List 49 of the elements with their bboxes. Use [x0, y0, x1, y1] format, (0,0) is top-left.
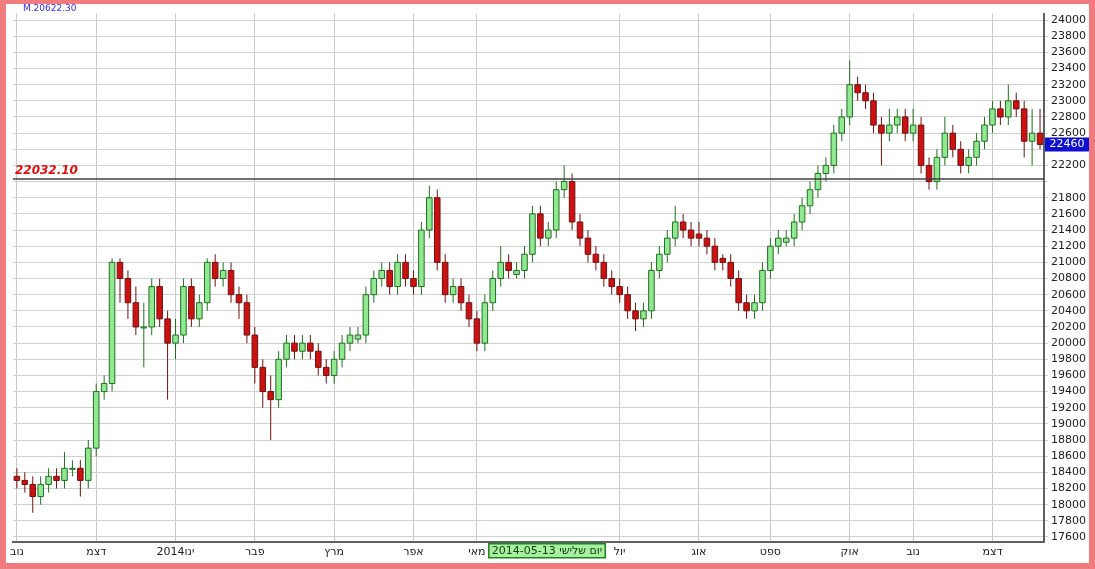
- x-tick-label: נוב: [10, 545, 24, 559]
- y-tick-label: 18800: [1051, 432, 1087, 446]
- y-tick-label: 20800: [1051, 271, 1087, 285]
- y-tick-label: 20200: [1051, 319, 1087, 333]
- y-tick-label: 17600: [1051, 529, 1087, 543]
- y-tick-label: 18400: [1051, 465, 1087, 479]
- x-tick-label: אפר: [403, 545, 424, 559]
- x-tick-label: אוג: [691, 545, 707, 559]
- x-tick-label: דצמ: [982, 545, 1003, 559]
- y-tick-label: 20000: [1051, 335, 1087, 349]
- y-tick-label: 21000: [1051, 255, 1087, 269]
- y-tick-label: 23000: [1051, 93, 1087, 107]
- y-tick-label: 21600: [1051, 206, 1087, 220]
- y-tick-label: 19200: [1051, 400, 1087, 414]
- x-tick-label: נוב: [906, 545, 921, 559]
- y-tick-label: 23800: [1051, 29, 1087, 43]
- y-tick-label: 17800: [1051, 513, 1087, 527]
- text: 2014-05-13 יום שלישי: [491, 543, 603, 557]
- x-tick-label: מרץ: [324, 545, 344, 559]
- y-tick-label: 19000: [1051, 416, 1087, 430]
- y-tick-label: 23600: [1051, 45, 1087, 59]
- y-tick-label: 21800: [1051, 190, 1087, 204]
- y-tick-label: 18600: [1051, 449, 1087, 463]
- y-tick-label: 24000: [1051, 12, 1087, 26]
- y-tick-label: 19400: [1051, 384, 1087, 398]
- x-tick-label: פבר: [245, 545, 265, 559]
- x-tick-label: 2014ינו: [156, 545, 195, 559]
- y-tick-label: 22600: [1051, 125, 1087, 139]
- ref-line-label: 22032.10: [14, 163, 78, 178]
- y-tick-label: 18200: [1051, 481, 1087, 495]
- y-tick-label: 21400: [1051, 222, 1087, 236]
- y-tick-label: 23200: [1051, 77, 1087, 91]
- candlestick: [537, 205, 544, 247]
- x-tick-label: מאי: [468, 545, 486, 559]
- x-tick-label: יול: [613, 545, 626, 559]
- y-tick-label: 19600: [1051, 368, 1087, 382]
- y-tick-label: 21200: [1051, 239, 1087, 253]
- text: M.20622.30: [22, 2, 77, 13]
- y-tick-label: 22200: [1051, 158, 1087, 172]
- y-tick-label: 19800: [1051, 352, 1087, 366]
- x-tick-label: ספט: [759, 545, 781, 559]
- y-tick-label: 23400: [1051, 61, 1087, 75]
- y-tick-label: 20600: [1051, 287, 1087, 301]
- x-tick-label: דצמ: [86, 545, 107, 559]
- y-tick-label: 18000: [1051, 497, 1087, 511]
- y-tick-label: 22800: [1051, 109, 1087, 123]
- y-tick-label: 20400: [1051, 303, 1087, 317]
- x-tick-label: אוק: [840, 545, 859, 559]
- annotation: 22460: [1049, 137, 1085, 151]
